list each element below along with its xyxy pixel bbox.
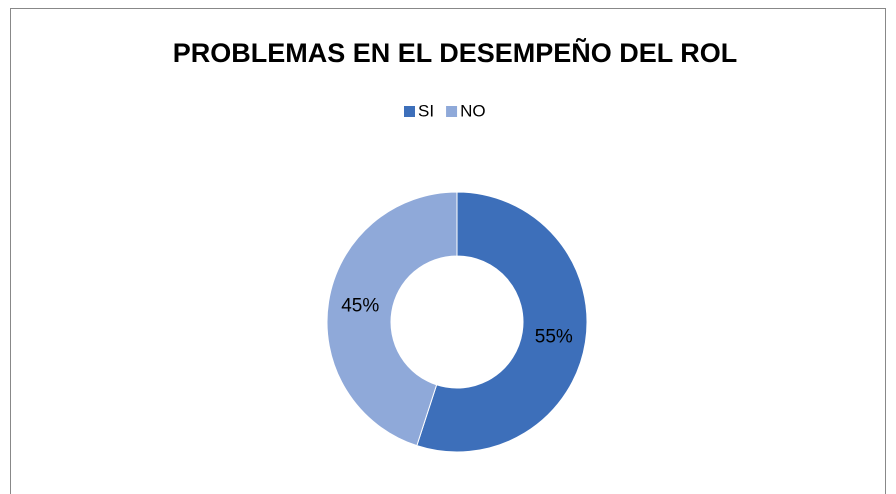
data-label: 45% xyxy=(341,296,379,317)
legend-label: NO xyxy=(460,101,486,120)
chart-title: PROBLEMAS EN EL DESEMPEÑO DEL ROL xyxy=(173,37,738,68)
donut-slice xyxy=(416,191,588,453)
donut-slice xyxy=(326,191,458,447)
legend-swatch xyxy=(446,106,458,117)
data-label: 55% xyxy=(535,326,573,347)
legend-swatch xyxy=(404,106,415,117)
legend-label: SI xyxy=(418,101,434,120)
